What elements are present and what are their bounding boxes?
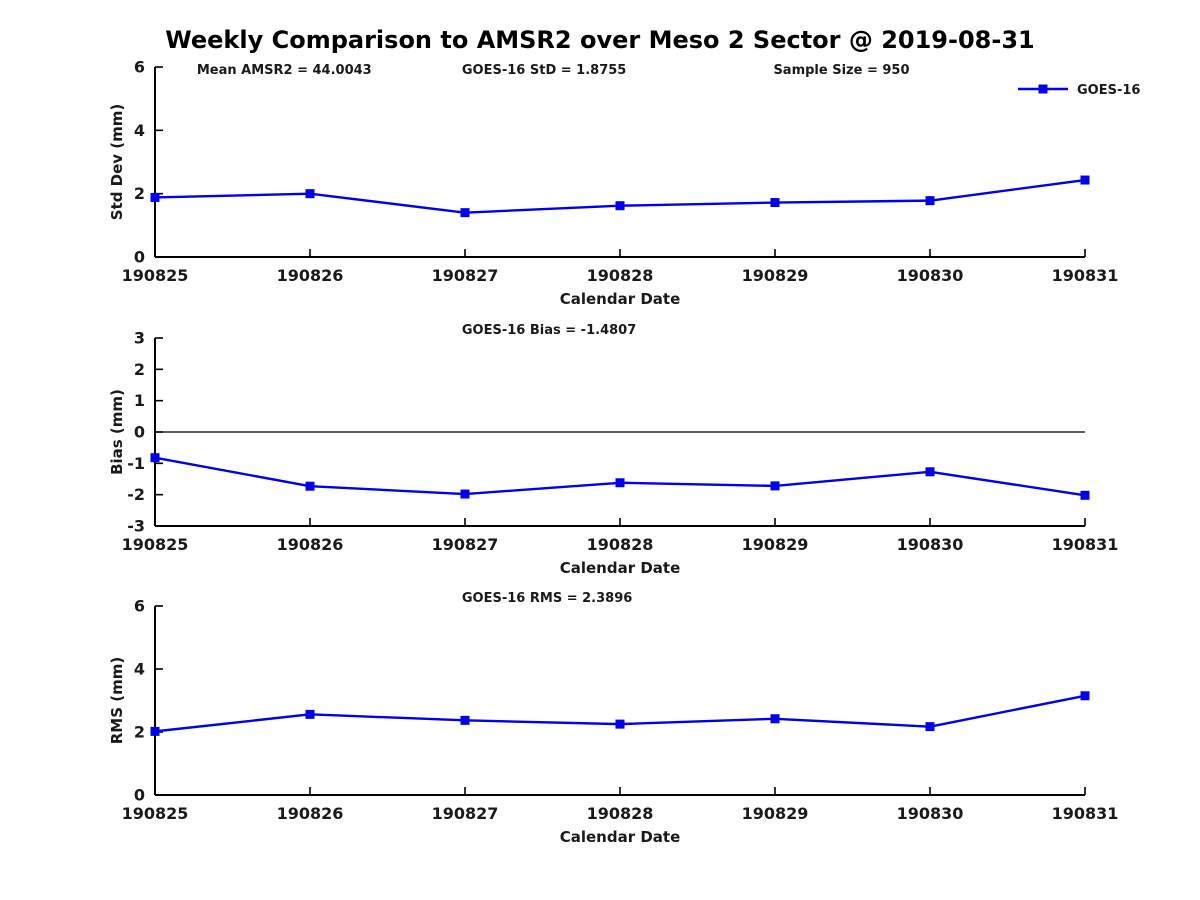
y-tick-label: 6 xyxy=(134,597,145,616)
y-axis-label: RMS (mm) xyxy=(108,657,126,744)
x-tick-label: 190828 xyxy=(587,266,654,285)
data-point-marker xyxy=(1080,175,1090,185)
y-tick-label: -2 xyxy=(127,485,145,504)
stat-annotation: Mean AMSR2 = 44.0043 xyxy=(197,63,372,78)
y-tick-label: 2 xyxy=(134,360,145,379)
x-tick-label: 190830 xyxy=(897,804,964,823)
x-tick-label: 190827 xyxy=(432,804,499,823)
data-point-marker xyxy=(615,478,625,488)
data-point-marker xyxy=(305,189,315,199)
rms-subplot: 0 2 4 6 190825 190826 190827 190828 190829 190830… xyxy=(108,591,1119,846)
y-axis-label: Std Dev (mm) xyxy=(108,104,126,221)
stat-annotation: GOES-16 RMS = 2.3896 xyxy=(462,591,632,606)
y-tick-label: 6 xyxy=(134,58,145,77)
data-point-marker xyxy=(770,481,780,491)
data-point-marker xyxy=(1080,490,1090,500)
y-tick-label: 1 xyxy=(134,391,145,410)
x-tick-label: 190831 xyxy=(1052,535,1119,554)
data-point-marker xyxy=(150,453,160,463)
y-tick-label: 0 xyxy=(134,423,145,442)
y-tick-label: 4 xyxy=(134,121,145,140)
x-tick-label: 190828 xyxy=(587,535,654,554)
data-point-marker xyxy=(615,201,625,211)
x-axis-label: Calendar Date xyxy=(560,828,681,846)
y-tick-label: -1 xyxy=(127,454,145,473)
y-axis-label: Bias (mm) xyxy=(108,389,126,475)
y-tick-label: 3 xyxy=(134,329,145,348)
data-point-marker xyxy=(770,198,780,208)
x-axis-label: Calendar Date xyxy=(560,290,681,308)
x-tick-label: 190826 xyxy=(277,266,344,285)
y-tick-label: 2 xyxy=(134,723,145,742)
x-axis-label: Calendar Date xyxy=(560,559,681,577)
bias-subplot: -3 -2 -1 0 1 2 3 190825 190826 190827 190828 190829… xyxy=(108,323,1119,577)
data-point-marker xyxy=(305,481,315,491)
y-tick-label: 4 xyxy=(134,660,145,679)
data-point-marker xyxy=(460,715,470,725)
x-tick-label: 190827 xyxy=(432,535,499,554)
y-tick-label: 0 xyxy=(134,248,145,267)
x-tick-label: 190831 xyxy=(1052,804,1119,823)
data-point-marker xyxy=(150,726,160,736)
x-tick-label: 190830 xyxy=(897,266,964,285)
x-tick-label: 190825 xyxy=(122,804,189,823)
data-point-marker xyxy=(770,714,780,724)
stat-annotation: GOES-16 StD = 1.8755 xyxy=(462,63,626,78)
x-tick-label: 190830 xyxy=(897,535,964,554)
stddev-subplot: 0 2 4 6 190825 190826 190827 190828 190829 190830… xyxy=(108,58,1140,309)
y-tick-label: 0 xyxy=(134,786,145,805)
data-point-marker xyxy=(460,489,470,499)
data-point-marker xyxy=(925,196,935,206)
x-tick-label: 190829 xyxy=(742,535,809,554)
x-tick-label: 190827 xyxy=(432,266,499,285)
figure-title: Weekly Comparison to AMSR2 over Meso 2 S… xyxy=(165,26,1035,54)
y-tick-label: -3 xyxy=(127,517,145,536)
data-point-marker xyxy=(150,192,160,202)
data-point-marker xyxy=(305,709,315,719)
data-point-marker xyxy=(925,467,935,477)
stat-annotation: Sample Size = 950 xyxy=(773,63,909,78)
data-point-marker xyxy=(1080,691,1090,701)
x-tick-label: 190829 xyxy=(742,804,809,823)
x-tick-label: 190829 xyxy=(742,266,809,285)
stat-annotation: GOES-16 Bias = -1.4807 xyxy=(462,323,636,338)
data-point-marker xyxy=(460,208,470,218)
x-tick-label: 190825 xyxy=(122,266,189,285)
data-point-marker xyxy=(615,719,625,729)
series-line xyxy=(154,456,1086,497)
legend-label: GOES-16 xyxy=(1077,83,1140,98)
legend-marker xyxy=(1038,84,1048,94)
x-tick-label: 190828 xyxy=(587,804,654,823)
y-tick-label: 2 xyxy=(134,184,145,203)
x-tick-label: 190831 xyxy=(1052,266,1119,285)
x-tick-label: 190826 xyxy=(277,535,344,554)
data-point-marker xyxy=(925,722,935,732)
x-tick-label: 190826 xyxy=(277,804,344,823)
x-tick-label: 190825 xyxy=(122,535,189,554)
